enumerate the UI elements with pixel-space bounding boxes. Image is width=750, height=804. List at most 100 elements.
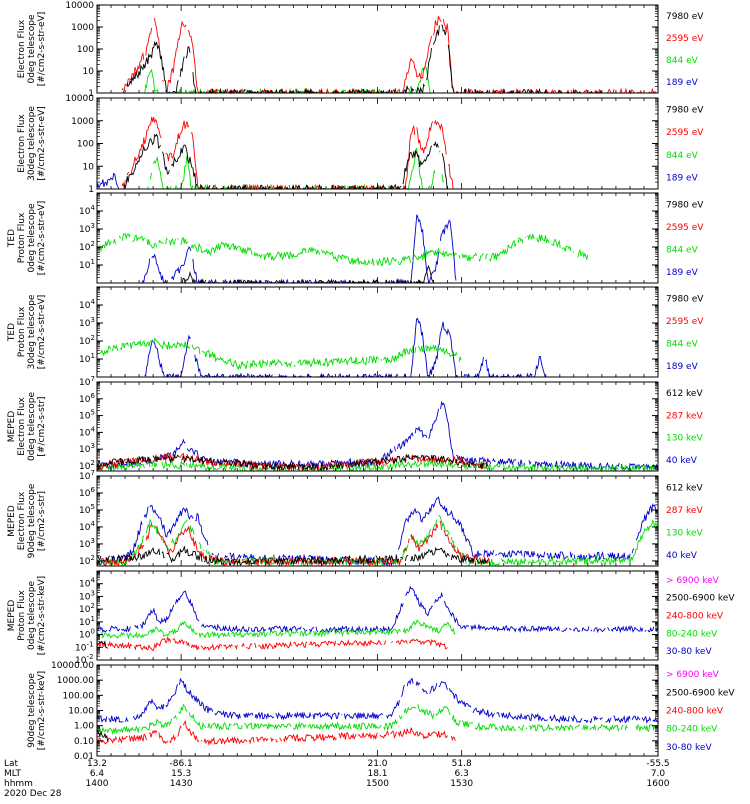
y-axis-label: 90deg telescope [27,673,37,748]
y-axis-label: 0deg telescope [27,581,37,651]
y-tick-label: 104 [79,577,95,590]
y-tick-label: 10000 [65,1,94,11]
y-tick-label: 104 [79,298,95,311]
legend-entry: > 6900 keV [666,576,720,586]
y-axis-label: [#/cm2-s-str-keV] [37,671,47,750]
legend-entry: 189 eV [666,362,699,372]
legend-entry: 189 eV [666,268,699,278]
y-axis-label: Electron Flux [17,114,27,173]
y-tick-label: 1 [88,89,94,99]
y-axis-label: MEPED [7,505,17,537]
panel-frame [96,475,659,567]
x-tick-label-hhmm: 1600 [647,779,670,789]
y-tick-label: 106 [79,392,95,405]
y-tick-label: 103 [79,589,95,602]
x-row-label: hhmm [4,779,33,789]
legend-entry: 80-240 keV [666,629,718,639]
legend-entry: 189 eV [666,78,699,88]
panel-frame [96,97,659,190]
legend-entry: 2595 eV [666,34,704,44]
y-tick-label: 102 [79,334,95,347]
x-tick-label-hhmm: 1400 [86,779,109,789]
y-tick-label: 103 [79,537,95,550]
x-tick-label-lat: 13.2 [87,759,107,769]
y-axis-label: [#/cm2-s-str-eV] [37,106,47,181]
y-tick-label: 101 [79,352,95,365]
y-tick-label: 10-1 [75,640,93,653]
legend-entry: 40 keV [666,551,698,561]
y-axis-label: MEPED [7,411,17,443]
legend-entry: > 6900 keV [666,670,720,680]
series-trace [121,116,454,191]
y-axis-label: [#/cm2-s-str] [37,396,47,456]
series-trace [96,677,658,724]
x-tick-label-hhmm: 1500 [366,779,389,789]
y-axis-label: 30deg telescope [27,106,37,181]
y-tick-label: 104 [79,425,95,438]
y-axis-label: 90deg telescope [27,483,37,558]
x-tick-label-mlt: 7.0 [651,769,666,779]
y-tick-label: 10-2 [75,653,93,666]
y-axis-label: TED [7,229,17,248]
series-trace [99,233,589,267]
x-row-label: MLT [4,769,22,779]
series-trace [96,400,659,471]
y-tick-label: 104 [79,204,95,217]
y-axis-label: Proton Flux [17,212,27,263]
y-tick-label: 10000 [65,94,94,104]
x-tick-label-hhmm: 1530 [450,779,473,789]
legend-entry: 2595 eV [666,128,704,138]
series-trace [99,337,462,371]
legend-entry: 844 eV [666,56,699,66]
y-axis-label: [#/cm2-s-str-keV] [37,576,47,655]
y-tick-label: 102 [79,240,95,253]
x-tick-label-mlt: 15.3 [171,769,191,779]
y-tick-label: 106 [79,486,95,499]
legend-entry: 844 eV [666,339,699,349]
series-trace [141,214,457,285]
y-tick-label: 1000.00 [57,676,94,686]
y-tick-label: 10.00 [68,707,94,717]
legend-entry: 2500-6900 keV [666,688,735,698]
y-axis-label: 30deg telescope [27,294,37,369]
y-axis-label: [#/cm2-s-str] [37,491,47,551]
x-tick-label-lat: -55.5 [646,759,669,769]
y-tick-label: 103 [79,316,95,329]
legend-entry: 612 keV [666,483,703,493]
y-axis-label: Electron Flux [17,19,27,78]
y-tick-label: 107 [79,375,95,388]
series-trace [147,147,445,191]
y-tick-label: 103 [79,442,95,455]
y-tick-label: 105 [79,409,95,422]
x-row-label: Lat [4,759,19,769]
series-trace [96,172,120,190]
y-tick-label: 100 [77,140,94,150]
legend-entry: 7980 eV [666,294,704,304]
y-tick-label: 100.00 [63,691,95,701]
y-tick-label: 103 [79,222,95,235]
legend-entry: 130 keV [666,434,703,444]
legend-entry: 130 keV [666,528,703,538]
x-tick-label-mlt: 6.4 [90,769,105,779]
y-tick-label: 1 [88,185,94,195]
series-trace [96,703,658,735]
panel-frame [96,286,659,378]
y-axis-label: Proton Flux [17,306,27,357]
legend-entry: 844 eV [666,151,699,161]
legend-entry: 40 keV [666,456,698,466]
series-trace [96,585,659,634]
legend-entry: 844 eV [666,245,699,255]
y-tick-label: 102 [79,459,95,472]
y-tick-label: 104 [79,520,95,533]
y-tick-label: 100 [77,45,94,55]
legend-entry: 7980 eV [666,12,704,22]
plot-date: 2020 Dec 28 [4,789,62,799]
y-tick-label: 10 [83,162,95,172]
legend-entry: 287 keV [666,411,703,421]
x-tick-label-mlt: 18.1 [367,769,387,779]
series-trace [144,65,431,95]
legend-entry: 2595 eV [666,317,704,327]
y-tick-label: 10000.00 [51,661,94,671]
y-axis-label: 0deg telescope [27,14,37,84]
